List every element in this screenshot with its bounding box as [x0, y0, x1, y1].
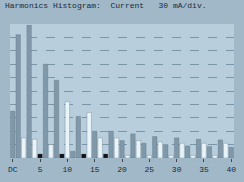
svg-text:30: 30	[172, 165, 182, 174]
svg-text:Harmonics Histogram: Current: Harmonics Histogram: Current 30 mA/div.	[5, 1, 207, 10]
svg-text:20: 20	[117, 165, 127, 174]
svg-text:40: 40	[226, 165, 236, 174]
svg-text:5: 5	[38, 165, 43, 174]
svg-text:25: 25	[145, 165, 155, 174]
svg-text:15: 15	[90, 165, 100, 174]
svg-text:10: 10	[63, 165, 73, 174]
svg-text:DC: DC	[8, 165, 18, 174]
svg-text:35: 35	[199, 165, 209, 174]
